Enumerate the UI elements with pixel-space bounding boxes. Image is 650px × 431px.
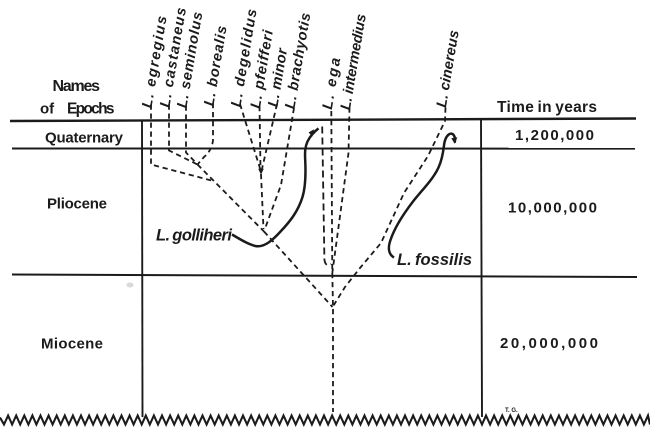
svg-text:Miocene: Miocene — [41, 336, 103, 353]
svg-text:Names: Names — [53, 78, 101, 95]
svg-text:of: of — [40, 101, 55, 118]
svg-text:20,000,000: 20,000,000 — [500, 335, 598, 352]
svg-text:Quaternary: Quaternary — [45, 130, 124, 147]
svg-text:L. fossilis: L. fossilis — [397, 251, 472, 269]
svg-text:10,000,000: 10,000,000 — [508, 200, 597, 217]
svg-text:T. G.: T. G. — [505, 408, 518, 414]
svg-text:L. borealis: L. borealis — [202, 25, 231, 108]
svg-text:Time in years: Time in years — [497, 99, 597, 116]
svg-text:L. cinereus: L. cinereus — [434, 29, 463, 109]
svg-text:1,200,000: 1,200,000 — [515, 127, 594, 144]
svg-text:L. golliheri: L. golliheri — [156, 227, 232, 245]
svg-text:Pliocene: Pliocene — [47, 196, 107, 213]
svg-text:Epochs: Epochs — [67, 101, 115, 118]
